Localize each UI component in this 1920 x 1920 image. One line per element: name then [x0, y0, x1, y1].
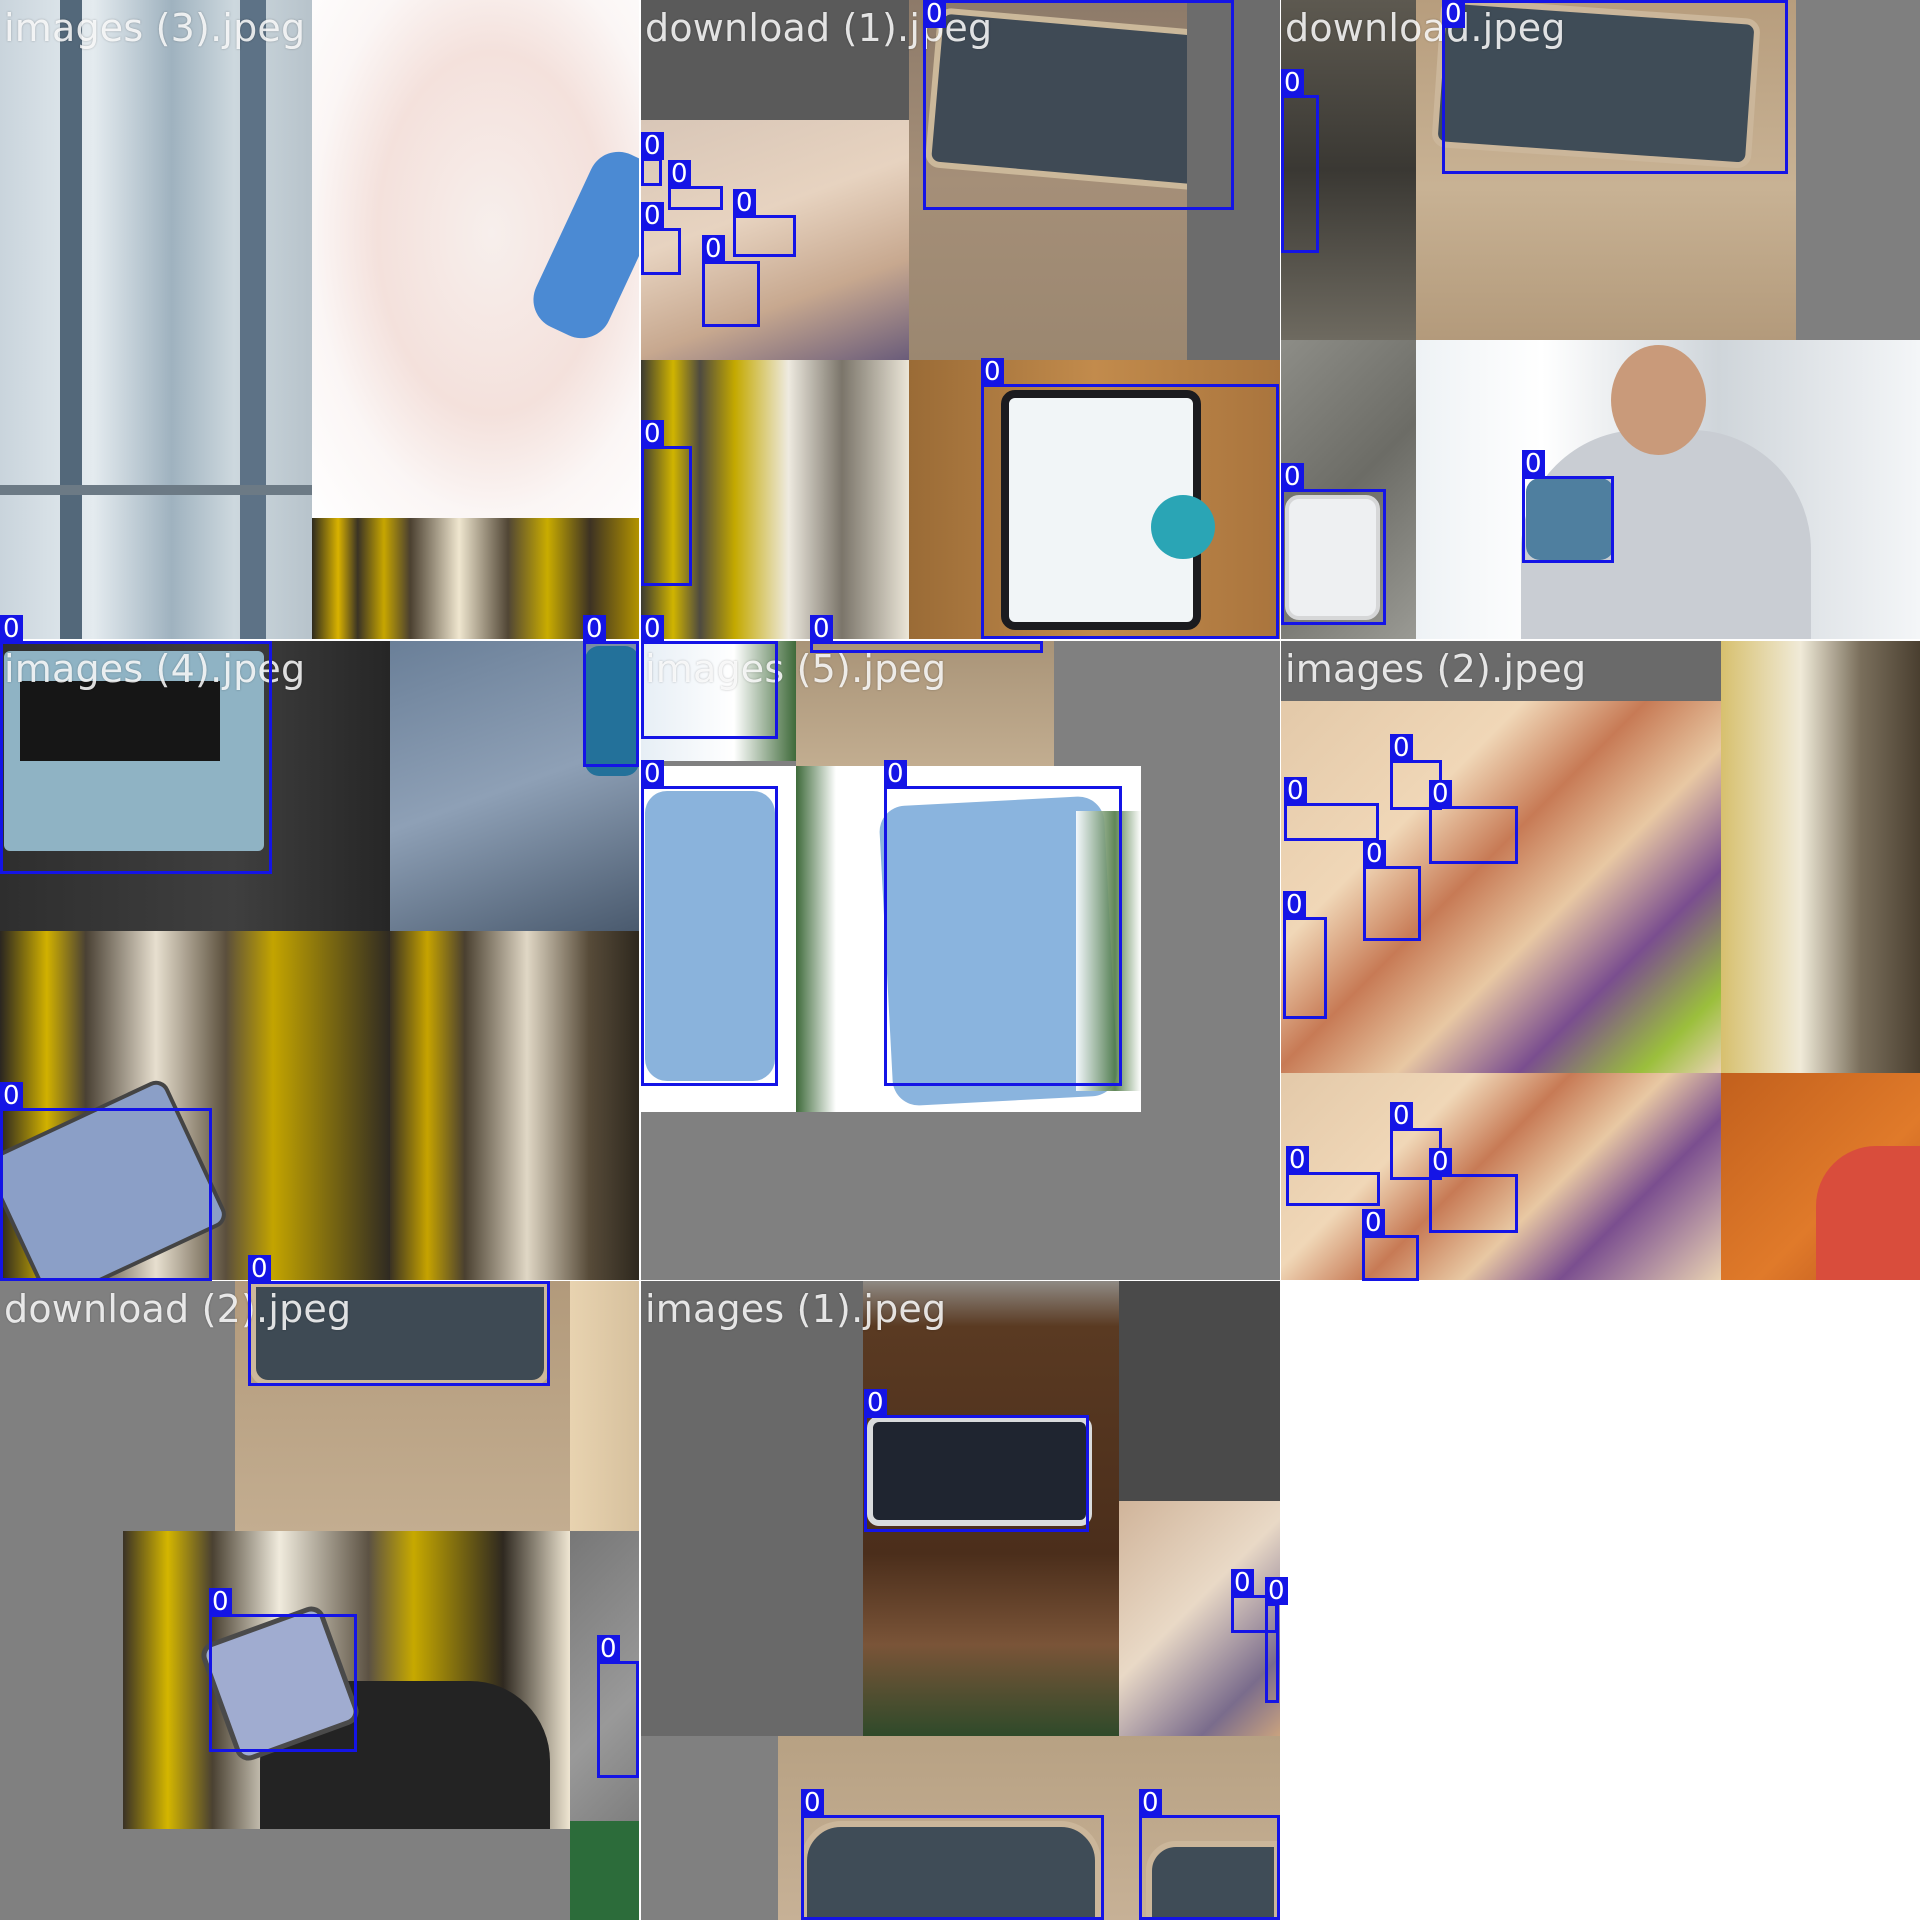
class-label: 0	[1286, 1146, 1309, 1174]
bounding-box: 0	[981, 358, 1279, 639]
bounding-box: 0	[1429, 780, 1518, 864]
class-label: 0	[884, 760, 907, 788]
class-label: 0	[864, 1389, 887, 1417]
class-label: 0	[248, 1255, 271, 1283]
class-label: 0	[641, 202, 664, 230]
class-label: 0	[641, 760, 664, 788]
bounding-box: 0	[1442, 0, 1788, 174]
bounding-box: 0	[1231, 1569, 1278, 1633]
class-label: 0	[1363, 840, 1386, 868]
class-label: 0	[1442, 0, 1465, 28]
bounding-box: 0	[641, 132, 664, 186]
bounding-box: 0	[1265, 1577, 1288, 1703]
bounding-box: 0	[0, 615, 272, 874]
bounding-box: 0	[1281, 463, 1386, 625]
mosaic-tile-6: images (2).jpeg	[1281, 641, 1920, 1280]
class-label: 0	[1283, 891, 1306, 919]
class-label: 0	[641, 615, 664, 643]
bounding-box: 0	[641, 615, 778, 739]
filename-label: download (2).jpeg	[4, 1287, 352, 1331]
bounding-box: 0	[864, 1389, 1089, 1532]
class-label: 0	[810, 615, 833, 643]
class-label: 0	[1390, 734, 1413, 762]
bounding-box: 0	[1139, 1789, 1280, 1920]
bounding-box: 0	[1522, 450, 1614, 563]
class-label: 0	[668, 160, 691, 188]
filename-label: images (4).jpeg	[4, 647, 306, 691]
bounding-box: 0	[801, 1789, 1104, 1920]
bounding-box: 0	[1429, 1148, 1518, 1233]
class-label: 0	[641, 420, 664, 448]
mosaic-tile-8: images (1).jpeg	[641, 1281, 1280, 1920]
class-label: 0	[1429, 780, 1452, 808]
class-label: 0	[733, 189, 756, 217]
class-label: 0	[1231, 1569, 1254, 1597]
class-label: 0	[641, 132, 664, 160]
class-label: 0	[1265, 1577, 1288, 1605]
bounding-box: 0	[702, 235, 760, 327]
mosaic-tile-2: download (1).jpeg	[641, 0, 1280, 639]
class-label: 0	[702, 235, 725, 263]
bounding-box: 0	[733, 189, 796, 257]
bounding-box: 0	[641, 420, 692, 586]
class-label: 0	[1362, 1209, 1385, 1237]
class-label: 0	[597, 1635, 620, 1663]
class-label: 0	[1281, 463, 1304, 491]
bounding-box: 0	[248, 1255, 550, 1386]
mosaic-tile-4: images (4).jpeg	[0, 641, 639, 1280]
bounding-box: 0	[668, 160, 723, 210]
bounding-box: 0	[641, 202, 681, 275]
bounding-box: 0	[1362, 1209, 1419, 1281]
class-label: 0	[1429, 1148, 1452, 1176]
class-label: 0	[1284, 777, 1307, 805]
bounding-box: 0	[209, 1588, 357, 1752]
bounding-box: 0	[641, 760, 778, 1086]
bounding-box: 0	[597, 1635, 639, 1778]
bounding-box: 0	[1363, 840, 1421, 941]
mosaic-tile-5: images (5).jpeg	[641, 641, 1280, 1280]
mosaic-tile-7: download (2).jpeg	[0, 1281, 639, 1920]
class-label: 0	[981, 358, 1004, 386]
bounding-box: 0	[1283, 891, 1327, 1019]
class-label: 0	[0, 1082, 23, 1110]
class-label: 0	[583, 615, 606, 643]
bounding-box: 0	[1281, 69, 1319, 253]
bounding-box: 0	[0, 1082, 212, 1281]
bounding-box: 0	[923, 0, 1234, 210]
bounding-box: 0	[810, 615, 1043, 653]
class-label: 0	[0, 615, 23, 643]
class-label: 0	[1390, 1102, 1413, 1130]
class-label: 0	[1522, 450, 1545, 478]
bounding-box: 0	[884, 760, 1122, 1086]
filename-label: images (1).jpeg	[645, 1287, 947, 1331]
filename-label: images (2).jpeg	[1285, 647, 1587, 691]
bounding-box: 0	[1284, 777, 1379, 841]
filename-label: download.jpeg	[1285, 6, 1566, 50]
class-label: 0	[1139, 1789, 1162, 1817]
class-label: 0	[1281, 69, 1304, 97]
filename-label: images (3).jpeg	[4, 6, 306, 50]
filename-label: images (5).jpeg	[645, 647, 947, 691]
mosaic-tile-1: images (3).jpeg	[0, 0, 639, 639]
class-label: 0	[923, 0, 946, 28]
bounding-box: 0	[583, 615, 639, 767]
bounding-box: 0	[1286, 1146, 1380, 1206]
class-label: 0	[801, 1789, 824, 1817]
class-label: 0	[209, 1588, 232, 1616]
